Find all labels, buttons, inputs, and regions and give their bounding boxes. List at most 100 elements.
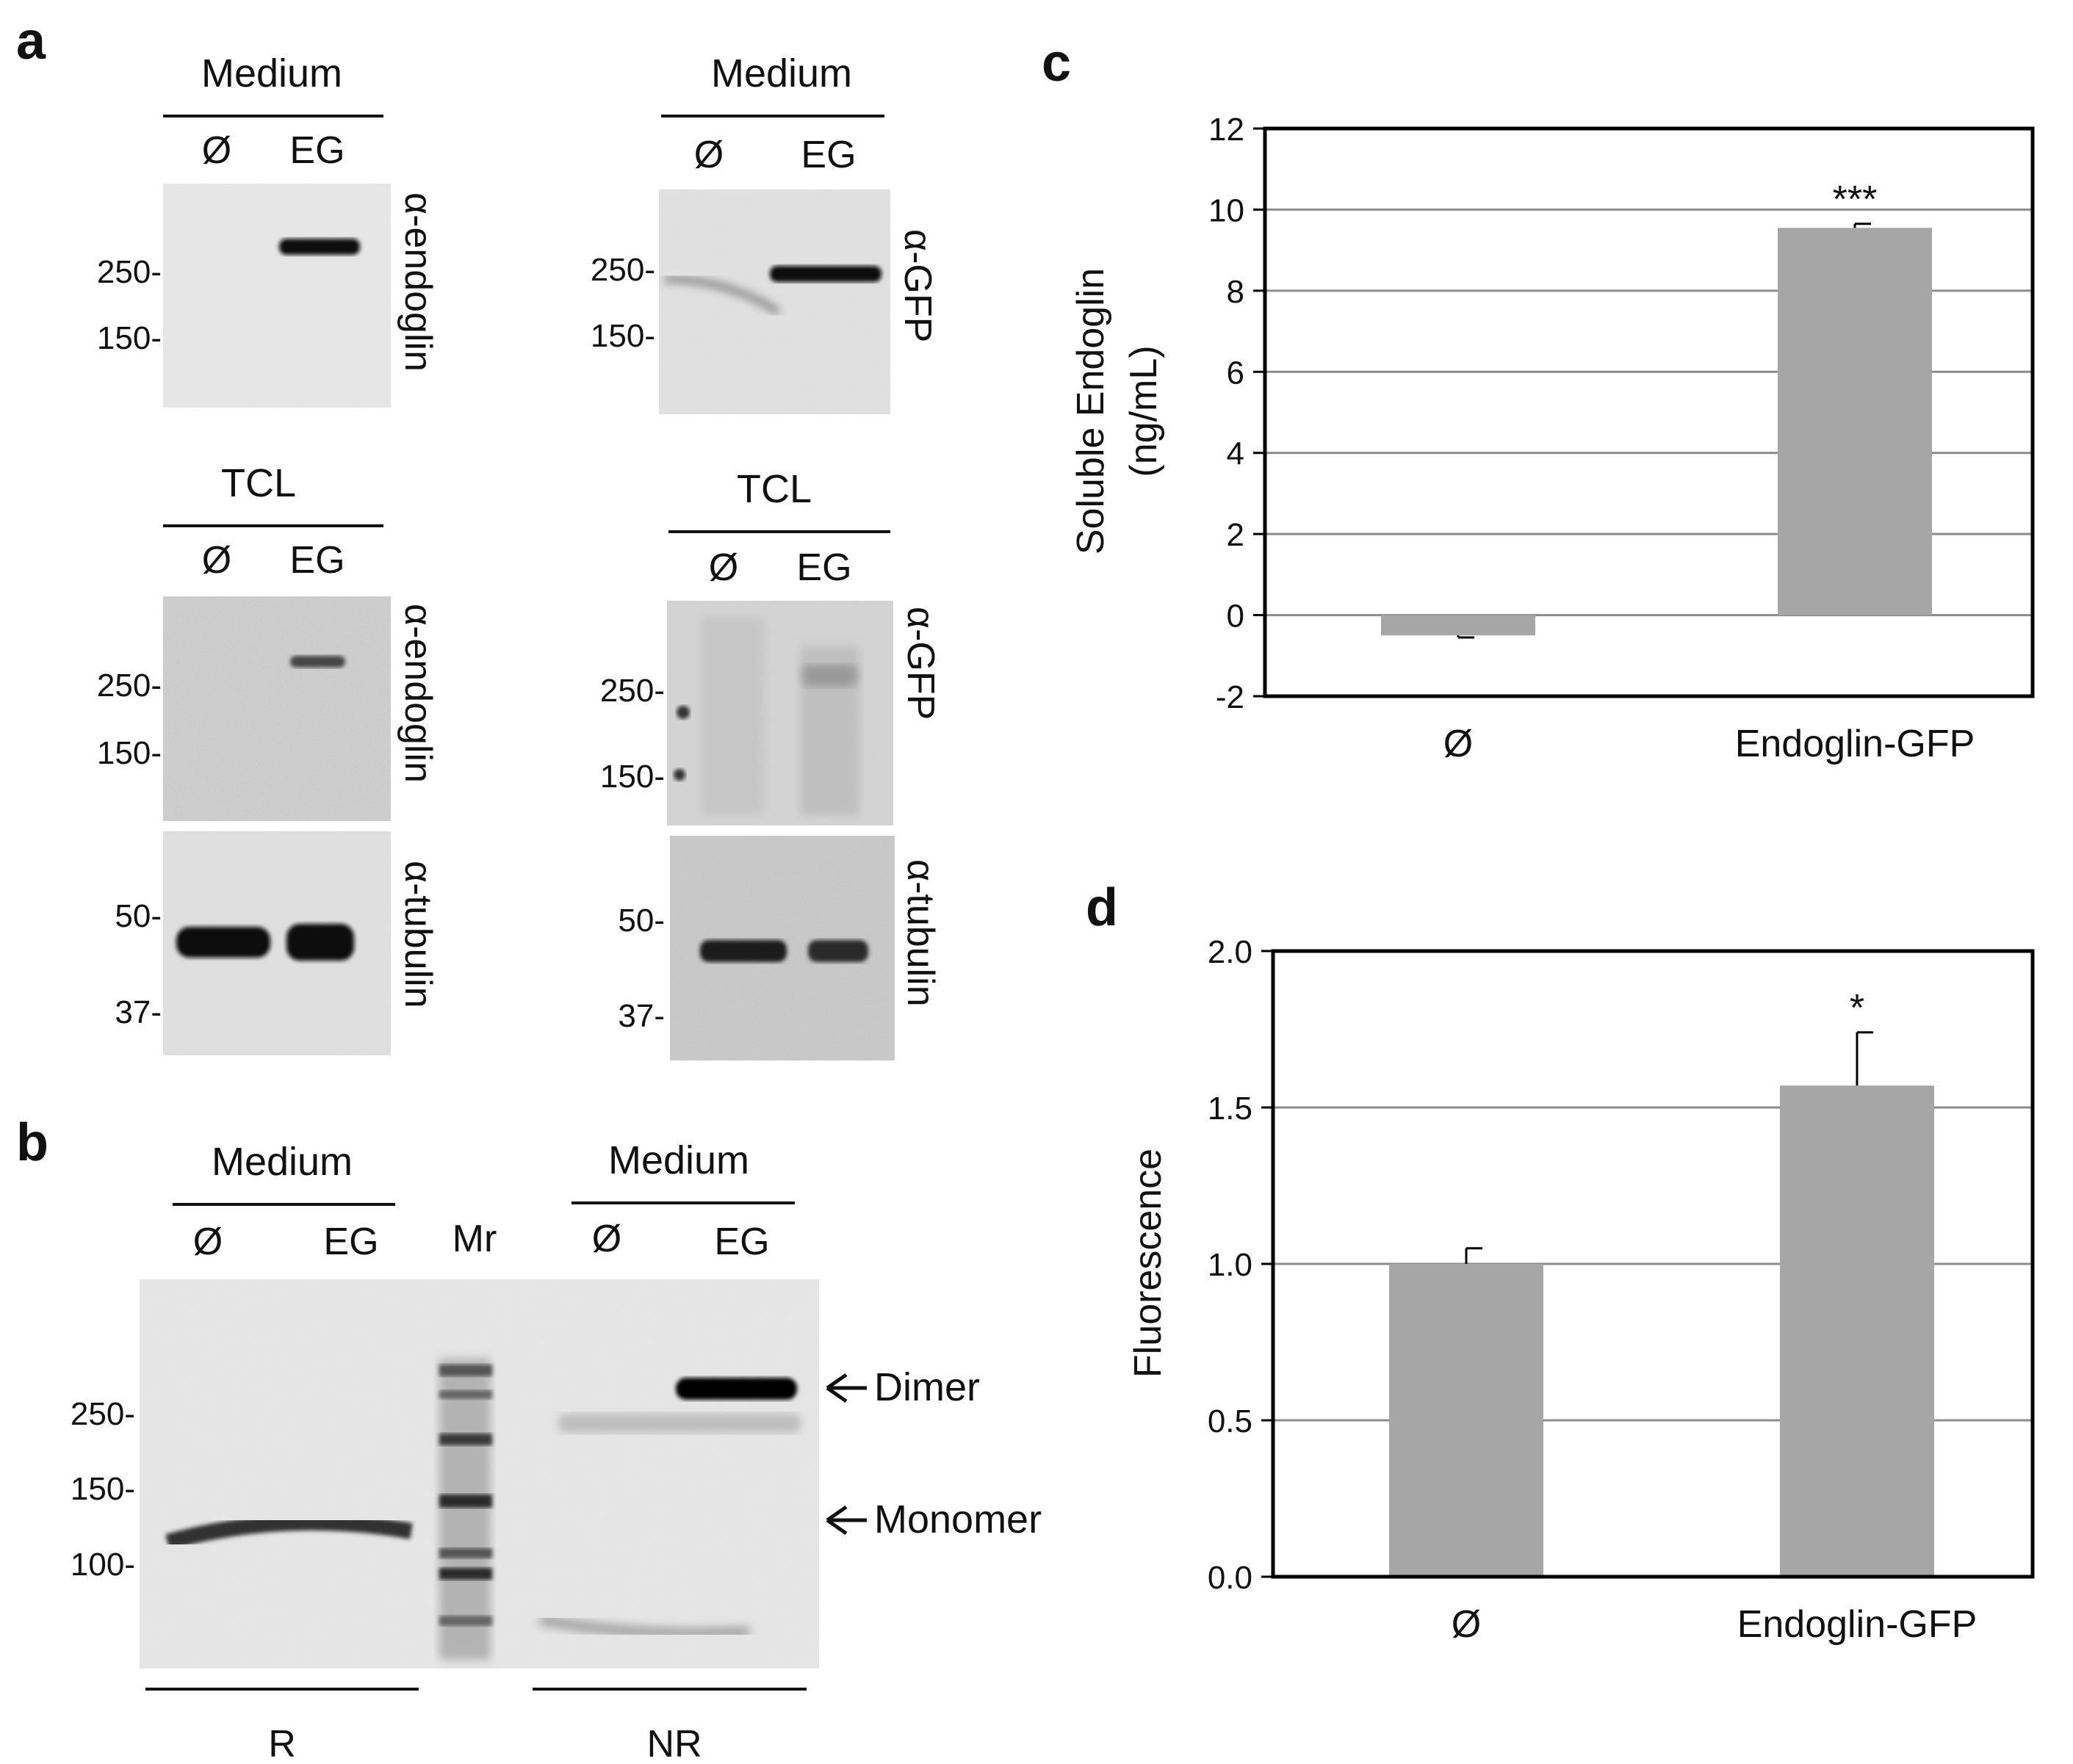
- y-axis-label: Fluorescence: [1127, 1149, 1169, 1378]
- ladder-band: [439, 1364, 492, 1376]
- y-tick-label: 10: [1208, 192, 1244, 228]
- blot-medium-gfp: Medium Ø EG 250- 150- α-GFP: [591, 51, 939, 414]
- marker-150: 150-: [591, 318, 655, 354]
- y-axis-label-line1: Soluble Endoglin: [1070, 268, 1112, 554]
- significance-marker: ***: [1833, 178, 1878, 221]
- marker-50: 50-: [618, 903, 665, 939]
- marker-37: 37-: [618, 998, 665, 1034]
- plot-frame: [1263, 126, 2035, 698]
- antibody-label: α-endoglin: [397, 604, 439, 783]
- lane-label-eg: EG: [289, 539, 345, 582]
- lane-label-eg: EG: [796, 546, 851, 589]
- gfp-band: [770, 266, 882, 282]
- dimer-band: [676, 1378, 797, 1400]
- blot-panel-b: Medium Medium Ø EG Mr Ø EG 250- 150- 100…: [71, 1138, 1042, 1764]
- endoglin-band-faint: [290, 656, 345, 668]
- marker-100: 100-: [71, 1547, 135, 1583]
- nr-faint-band: [558, 1414, 801, 1433]
- marker-150: 150-: [97, 320, 162, 356]
- panel-label-a: a: [16, 12, 46, 71]
- lane-label-empty-nr: Ø: [592, 1218, 621, 1260]
- bar: [1780, 1085, 1934, 1577]
- x-tick-label: Endoglin-GFP: [1735, 723, 1975, 765]
- blot-spot: [677, 706, 690, 719]
- blot-noise: [163, 184, 391, 408]
- blot-noise: [163, 596, 391, 821]
- ladder-band: [439, 1434, 492, 1445]
- group-label: Medium: [711, 51, 852, 95]
- marker-50: 50-: [115, 898, 162, 934]
- panel-label-b: b: [16, 1113, 48, 1172]
- ladder-band: [439, 1548, 492, 1558]
- loading-antibody-label: α-tubulin: [899, 859, 942, 1007]
- marker-250: 250-: [97, 668, 162, 704]
- lane-label-empty-r: Ø: [193, 1221, 223, 1263]
- x-tick-label: Ø: [1443, 723, 1473, 765]
- bar: [1389, 1264, 1543, 1577]
- endoglin-band: [279, 239, 360, 255]
- panel-label-d: d: [1086, 878, 1118, 937]
- monomer-band: [165, 1514, 413, 1550]
- blot-medium-endoglin: Medium Ø EG 250- 150- α-endoglin: [97, 51, 439, 408]
- marker-250: 250-: [71, 1396, 135, 1432]
- monomer-arrow-head: [826, 1505, 848, 1536]
- chart-soluble-endoglin: -2 0 2 4 6 8 10 12 Ø Endoglin-GFP *** Soluble En…: [1070, 112, 2035, 765]
- chart-fluorescence: 0.0 0.5 1.0 1.5 2.0 Ø Endoglin-GFP * Fluoresc…: [1127, 934, 2035, 1646]
- antibody-label: α-endoglin: [397, 192, 439, 372]
- blot-spot: [674, 769, 685, 781]
- marker-150: 150-: [600, 759, 665, 795]
- dimer-label: Dimer: [874, 1365, 980, 1409]
- gfp-band-faint: [802, 665, 857, 687]
- tubulin-band-empty: [176, 927, 270, 958]
- lane-label-eg: EG: [289, 129, 345, 172]
- ladder-band: [439, 1568, 492, 1580]
- lane-label-eg-nr: EG: [714, 1221, 769, 1263]
- tubulin-band-empty: [700, 940, 787, 962]
- blot-noise: [659, 189, 890, 414]
- blot-smear: [664, 275, 781, 316]
- lane-label-mr: Mr: [453, 1218, 497, 1260]
- y-axis-label-line2: (ng/mL): [1122, 345, 1165, 477]
- group-label-right: Medium: [608, 1138, 749, 1182]
- lane-label-empty: Ø: [202, 129, 231, 172]
- condition-label-r: R: [268, 1723, 296, 1764]
- ladder-band: [439, 1390, 492, 1399]
- group-label: TCL: [737, 467, 812, 511]
- lane-label-empty: Ø: [202, 539, 231, 582]
- monomer-label: Monomer: [874, 1497, 1042, 1541]
- marker-37: 37-: [115, 994, 162, 1030]
- y-tick-label: 8: [1227, 274, 1244, 310]
- ladder-lane: [439, 1359, 491, 1660]
- antibody-label: α-GFP: [896, 229, 939, 342]
- marker-250: 250-: [97, 254, 162, 290]
- y-tick-label: 0.0: [1208, 1560, 1252, 1596]
- blot-tcl-gfp: TCL Ø EG 250- 150- α-GFP 50- 37- α-tubul…: [600, 467, 942, 1060]
- y-tick-label: 2: [1227, 517, 1244, 553]
- lane-label-eg-r: EG: [323, 1221, 378, 1263]
- marker-150: 150-: [97, 735, 162, 771]
- antibody-label: α-GFP: [899, 607, 942, 720]
- y-tick-label: 1.5: [1208, 1091, 1252, 1127]
- group-label-left: Medium: [212, 1140, 353, 1184]
- y-tick-label: 0.5: [1208, 1403, 1252, 1439]
- y-tick-label: 2.0: [1208, 934, 1252, 970]
- blot-tcl-endoglin: TCL Ø EG 250- 150- α-endoglin 50- 37- α-…: [97, 461, 439, 1055]
- y-tick-label: 12: [1208, 112, 1244, 148]
- y-tick-label: 6: [1227, 355, 1244, 391]
- tubulin-band-eg: [286, 924, 354, 961]
- nr-bottom-smear: [538, 1613, 750, 1639]
- y-tick-label: -2: [1216, 679, 1244, 715]
- marker-250: 250-: [591, 252, 655, 288]
- plot-frame: [1271, 949, 2035, 1579]
- ladder-band: [439, 1494, 492, 1508]
- bar: [1381, 615, 1535, 636]
- y-tick-label: 1.0: [1208, 1247, 1252, 1283]
- lane-smear-empty: [702, 617, 764, 815]
- y-tick-label: 4: [1227, 436, 1244, 472]
- lane-label-empty: Ø: [694, 134, 724, 176]
- group-label: TCL: [221, 461, 296, 505]
- lane-label-empty: Ø: [709, 546, 738, 589]
- ladder-band: [439, 1616, 492, 1626]
- panel-label-c: c: [1042, 34, 1071, 93]
- y-tick-label: 0: [1227, 599, 1244, 635]
